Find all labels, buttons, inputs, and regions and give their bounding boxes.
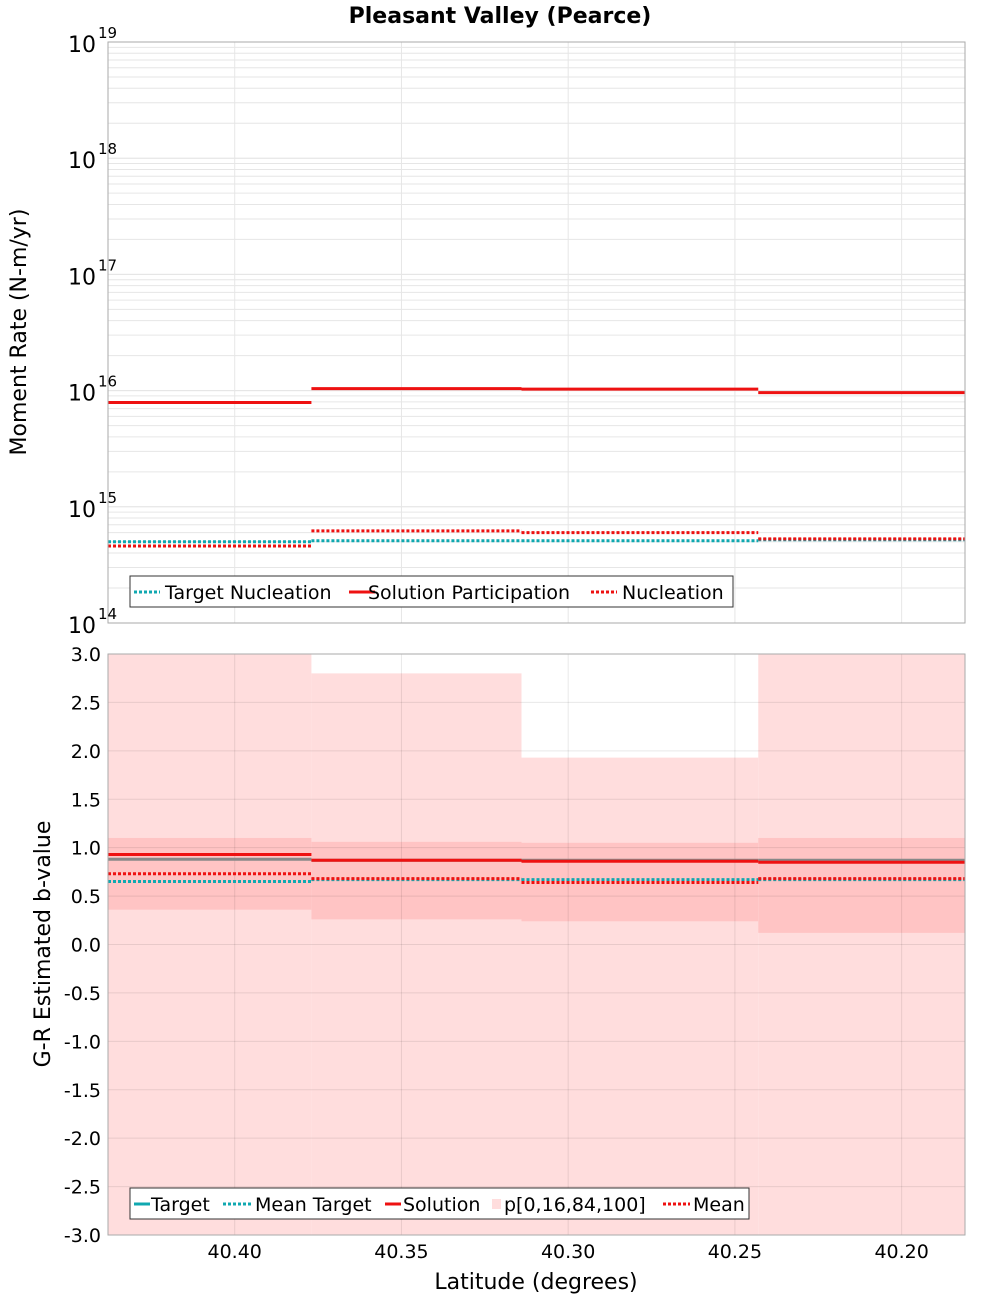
bvalue-y-tick-label: -1.5 xyxy=(64,1080,101,1102)
bvalue-plot-frame xyxy=(107,653,966,1236)
bvalue-legend-label: Target xyxy=(150,1194,210,1216)
moment-legend-label: Solution Participation xyxy=(368,582,570,604)
bvalue-y-tick-label: -2.0 xyxy=(64,1128,101,1150)
bvalue-bands xyxy=(108,654,965,1235)
moment-plot-area xyxy=(108,42,965,623)
x-axis-label: Latitude (degrees) xyxy=(434,1270,637,1295)
bvalue-y-tick-label: -0.5 xyxy=(64,983,101,1005)
moment-series xyxy=(108,387,965,548)
bvalue-panel: -3.0 -2.5 -2.0 -1.5 -1.0 -0.5 0.0 0.5 1.0 1.5 2.0 2… xyxy=(31,644,966,1295)
bvalue-y-tick-label: -3.0 xyxy=(64,1225,101,1247)
bvalue-x-ticks: 40.40 40.35 40.30 40.25 40.20 xyxy=(208,1241,929,1263)
bvalue-y-tick-label: 0.0 xyxy=(71,935,101,957)
moment-y-tick-exponent: 18 xyxy=(98,140,117,158)
moment-y-axis-label: Moment Rate (N-m/yr) xyxy=(7,209,32,456)
bvalue-y-tick-label: 1.0 xyxy=(71,838,101,860)
x-tick-label: 40.30 xyxy=(541,1241,595,1263)
bvalue-y-ticks: -3.0 -2.5 -2.0 -1.5 -1.0 -0.5 0.0 0.5 1.0 1.5 2.0 2… xyxy=(64,644,101,1247)
moment-y-tick-base: 10 xyxy=(68,265,96,290)
bvalue-band-p16-p84 xyxy=(758,837,965,933)
moment-y-tick-exponent: 14 xyxy=(98,605,117,623)
moment-y-tick-exponent: 15 xyxy=(98,489,117,507)
bvalue-series xyxy=(108,852,965,885)
bvalue-y-tick-label: 3.0 xyxy=(71,644,101,666)
moment-legend-label: Nucleation xyxy=(622,582,724,604)
bvalue-y-tick-label: 2.5 xyxy=(71,692,101,714)
bvalue-band-p0-p100 xyxy=(108,654,312,1235)
x-tick-label: 40.35 xyxy=(374,1241,428,1263)
moment-legend-box xyxy=(129,575,734,608)
moment-y-tick-base: 10 xyxy=(68,498,96,523)
bvalue-legend-label: Mean Target xyxy=(255,1194,372,1216)
bvalue-y-tick-label: 2.0 xyxy=(71,741,101,763)
moment-legend-label: Target Nucleation xyxy=(164,582,332,604)
bvalue-legend-swatch xyxy=(492,1199,501,1209)
bvalue-band-p0-p100 xyxy=(758,654,965,1235)
moment-y-tick-base: 10 xyxy=(68,149,96,174)
moment-y-tick-base: 10 xyxy=(68,33,96,58)
moment-y-tick-exponent: 19 xyxy=(98,24,117,42)
chart-title: Pleasant Valley (Pearce) xyxy=(349,4,652,29)
x-tick-label: 40.20 xyxy=(874,1241,928,1263)
x-tick-label: 40.40 xyxy=(208,1241,262,1263)
bvalue-legend: Target Mean Target Solution p[0,16,84,100] M… xyxy=(129,1187,750,1220)
x-tick-label: 40.25 xyxy=(708,1241,762,1263)
bvalue-legend-label: Mean xyxy=(693,1194,745,1216)
moment-grid xyxy=(108,41,965,624)
bvalue-legend-label: p[0,16,84,100] xyxy=(504,1194,646,1216)
bvalue-y-tick-label: -2.5 xyxy=(64,1177,101,1199)
bvalue-y-tick-label: -1.0 xyxy=(64,1031,101,1053)
bvalue-band-p0-p100 xyxy=(311,673,522,1235)
moment-legend: Target Nucleation Solution Participation N… xyxy=(129,575,734,608)
moment-y-tick-base: 10 xyxy=(68,382,96,407)
moment-y-tick-base: 10 xyxy=(68,614,96,639)
bvalue-y-tick-label: 0.5 xyxy=(71,886,101,908)
moment-plot-frame xyxy=(107,41,966,624)
bvalue-y-tick-label: 1.5 xyxy=(71,789,101,811)
bvalue-y-axis-label: G-R Estimated b-value xyxy=(31,821,56,1068)
bvalue-legend-label: Solution xyxy=(403,1194,480,1216)
moment-y-tick-exponent: 17 xyxy=(98,256,117,274)
bvalue-band-p0-p100 xyxy=(521,757,759,1235)
moment-y-tick-exponent: 16 xyxy=(98,373,117,391)
